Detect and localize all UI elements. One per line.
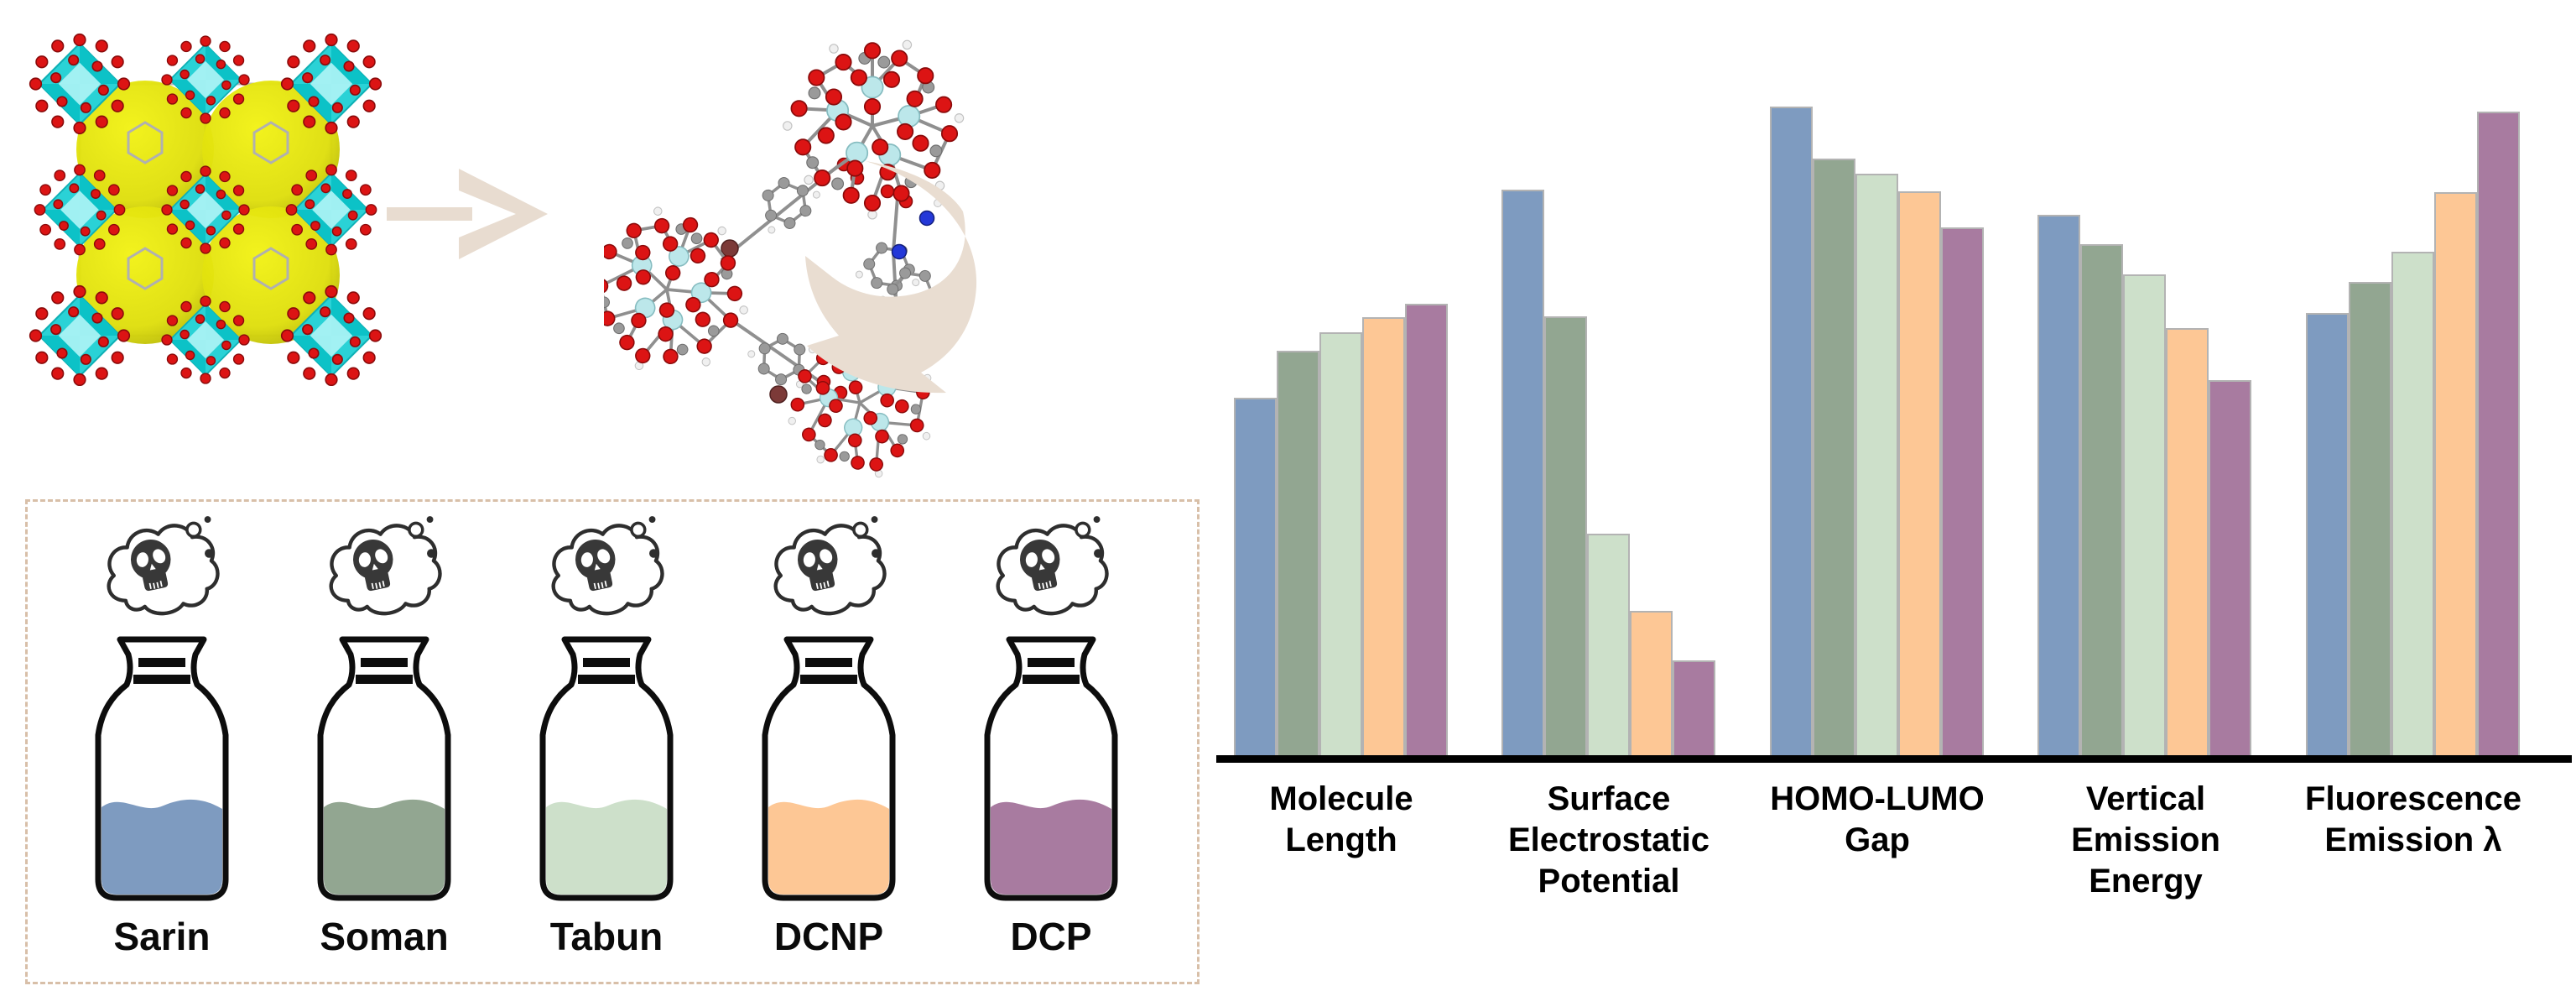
- bar-tabun: [2123, 274, 2166, 755]
- skull-icon: [321, 514, 447, 624]
- bottle-unit-tabun: Tabun: [510, 514, 703, 958]
- skull-icon: [544, 514, 669, 624]
- bar-tabun: [1319, 332, 1362, 755]
- category-label: Fluorescence Emission λ: [2220, 779, 2576, 861]
- category-label-line: Gap: [1845, 821, 1910, 858]
- category-label-line: Emission: [2071, 821, 2220, 858]
- category-label: HOMO-LUMO Gap: [1684, 779, 2070, 861]
- bar-group-4: [2037, 215, 2251, 755]
- bar-sarin: [1501, 190, 1544, 755]
- category-label-line: HOMO-LUMO: [1770, 780, 1985, 817]
- transform-arrow-icon: [387, 169, 548, 259]
- agent-label: DCP: [1010, 915, 1092, 958]
- category-label: Molecule Length: [1148, 779, 1534, 861]
- bar-dcp: [1673, 660, 1715, 755]
- bar-group-1: [1234, 304, 1448, 755]
- bottle-icon: [292, 628, 476, 913]
- category-label: Vertical Emission Energy: [1953, 779, 2339, 902]
- skull-icon: [99, 514, 225, 624]
- category-label-line: Molecule: [1269, 780, 1413, 817]
- category-label-line: Potential: [1538, 863, 1680, 900]
- bar-group-2: [1501, 190, 1715, 755]
- agent-label: Sarin: [113, 915, 211, 958]
- category-label-line: Energy: [2089, 863, 2203, 900]
- bar-dcnp: [2434, 192, 2477, 755]
- category-label-line: Surface: [1547, 780, 1671, 817]
- bottle-icon: [959, 628, 1143, 913]
- bar-dcnp: [1630, 611, 1673, 755]
- bar-soman: [1813, 159, 1855, 755]
- category-label-line: Electrostatic: [1507, 821, 1710, 858]
- bar-group-5: [2306, 112, 2520, 755]
- metal-clusters: [29, 33, 382, 386]
- bottle-unit-dcp: DCP: [955, 514, 1147, 958]
- bar-dcnp: [2166, 328, 2209, 755]
- x-axis-line: [1216, 755, 2572, 763]
- curved-arrow-icon: [805, 161, 977, 394]
- bottle-icon: [70, 628, 254, 913]
- category-label-line: Vertical: [2085, 780, 2206, 817]
- mof-structure-illustration: [29, 33, 382, 386]
- skull-icon: [766, 514, 892, 624]
- bar-sarin: [1234, 398, 1277, 755]
- bar-tabun: [1855, 174, 1898, 755]
- bar-soman: [2080, 244, 2123, 755]
- agent-label: DCNP: [773, 915, 884, 958]
- bottle-icon: [736, 628, 921, 913]
- bar-dcnp: [1362, 317, 1405, 755]
- category-label-line: Length: [1285, 821, 1397, 858]
- bar-group-3: [1770, 107, 1984, 755]
- agent-label: Soman: [320, 915, 449, 958]
- bottle-unit-soman: Soman: [288, 514, 481, 958]
- bar-soman: [2349, 282, 2391, 755]
- bar-sarin: [2037, 215, 2080, 755]
- category-label-line: Fluorescence: [2305, 780, 2521, 817]
- bar-soman: [1277, 351, 1319, 755]
- bar-dcp: [2477, 112, 2520, 755]
- nerve-agents-panel: Sarin Soman Tabun DCNP DCP: [25, 499, 1200, 984]
- bar-dcp: [1405, 304, 1448, 755]
- bar-dcnp: [1898, 191, 1941, 755]
- bar-soman: [1544, 316, 1587, 755]
- bottle-unit-sarin: Sarin: [65, 514, 258, 958]
- bar-sarin: [2306, 313, 2349, 755]
- bar-tabun: [2391, 252, 2434, 755]
- bar-tabun: [1587, 534, 1630, 755]
- bottle-unit-dcnp: DCNP: [732, 514, 925, 958]
- bar-dcp: [1941, 227, 1984, 755]
- skull-icon: [988, 514, 1114, 624]
- agent-label: Tabun: [549, 915, 664, 958]
- bar-dcp: [2209, 380, 2251, 755]
- pore-spheres: [76, 81, 340, 344]
- category-label-line: Emission λ: [2324, 821, 2502, 858]
- category-label: Surface Electrostatic Potential: [1416, 779, 1802, 902]
- bottle-icon: [514, 628, 699, 913]
- bar-sarin: [1770, 107, 1813, 755]
